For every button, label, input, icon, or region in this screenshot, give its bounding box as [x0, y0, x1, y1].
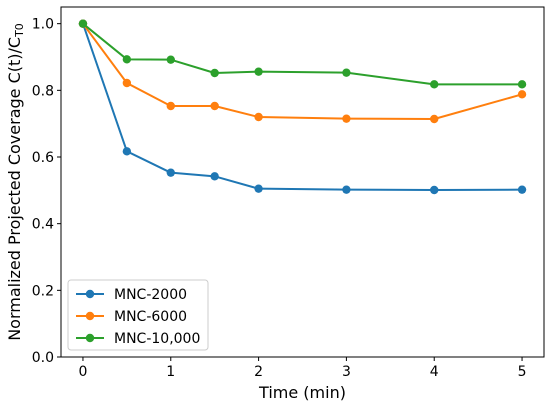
legend: MNC-2000 MNC-6000 MNC-10,000	[67, 279, 209, 351]
legend-marker	[85, 333, 95, 343]
series-line	[82, 22, 523, 86]
y-tick-label: 0.8	[32, 83, 54, 99]
data-point	[254, 112, 263, 122]
legend-entries: MNC-2000 MNC-6000 MNC-10,000	[76, 287, 200, 347]
x-tick-label: 1	[166, 364, 175, 380]
y-tick-label: 0.6	[32, 150, 54, 166]
legend-label: MNC-10,000	[114, 331, 200, 347]
data-point	[210, 172, 219, 181]
data-point	[122, 78, 132, 88]
legend-marker	[85, 311, 95, 321]
legend-entry: MNC-2000	[76, 287, 187, 303]
data-point	[254, 184, 263, 193]
data-point	[78, 19, 88, 28]
y-tick-label: 0.2	[32, 283, 54, 299]
data-point	[342, 185, 351, 194]
y-axis-label-main: Normalized Projected Coverage C(t)/C	[5, 37, 24, 341]
legend-marker	[85, 289, 95, 299]
y-tick-label: 0.0	[32, 350, 54, 366]
y-tick-label: 0.4	[32, 217, 54, 233]
data-point	[122, 147, 132, 156]
data-point	[342, 114, 351, 123]
legend-label: MNC-2000	[114, 287, 187, 303]
data-point	[430, 80, 439, 89]
x-axis-label: Time (min)	[258, 383, 346, 402]
x-tick-label: 5	[518, 364, 527, 380]
legend-entry: MNC-6000	[76, 309, 187, 325]
data-point	[517, 185, 527, 194]
data-point	[166, 55, 175, 64]
data-point	[210, 101, 219, 111]
x-tick-label: 2	[254, 364, 263, 380]
x-tick-label: 0	[78, 364, 87, 380]
data-point	[517, 80, 527, 89]
series-layer	[78, 19, 527, 195]
x-axis-ticks: 0 1 2 3 4 5	[78, 357, 527, 380]
data-point	[166, 168, 175, 177]
series-mnc-6000	[78, 19, 527, 124]
series-line	[82, 23, 523, 191]
data-point	[122, 55, 132, 64]
x-tick-label: 4	[430, 364, 439, 380]
y-axis-label-subscript: T0	[13, 23, 26, 38]
data-point	[210, 68, 219, 78]
legend-entry: MNC-10,000	[76, 331, 200, 347]
data-point	[430, 114, 439, 124]
data-point	[517, 90, 527, 99]
y-axis-ticks: 0.0 0.2 0.4 0.6 0.8 1.0	[32, 17, 61, 366]
legend-label: MNC-6000	[114, 309, 187, 325]
x-tick-label: 3	[342, 364, 351, 380]
data-point	[166, 101, 175, 111]
series-mnc-10-000	[78, 19, 527, 89]
legend-box	[67, 279, 209, 351]
series-mnc-2000	[78, 19, 527, 195]
y-axis-label: Normalized Projected Coverage C(t)/CT0	[5, 23, 26, 341]
series-line	[82, 23, 523, 120]
data-point	[342, 68, 351, 77]
data-point	[430, 185, 439, 195]
y-tick-label: 1.0	[32, 17, 54, 33]
data-point	[254, 67, 263, 76]
plot-frame	[60, 6, 545, 358]
